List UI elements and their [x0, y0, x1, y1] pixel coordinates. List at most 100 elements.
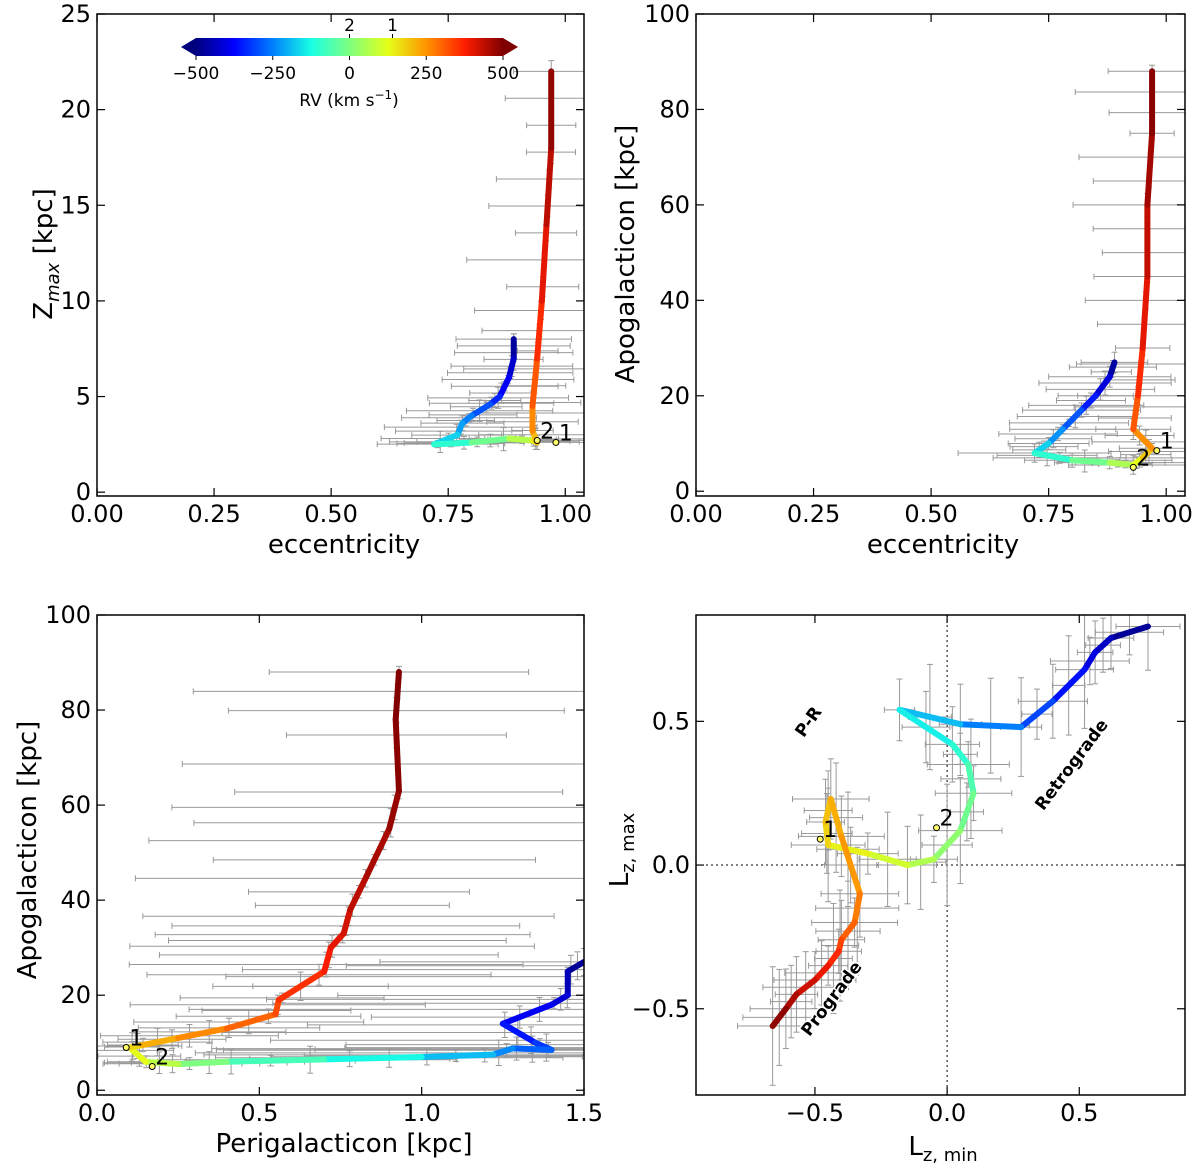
track-segment [896, 706, 956, 748]
error-bar [1078, 151, 1185, 163]
y-tick-label: 0 [675, 477, 690, 505]
track-segment [506, 435, 536, 444]
track-segment [1144, 130, 1156, 208]
track-segment [930, 827, 964, 863]
y-tick-label: 20 [60, 981, 91, 1009]
x-tick-label: −0.5 [786, 1099, 844, 1127]
plot-frame [96, 614, 585, 1096]
marker-label: 1 [129, 1026, 143, 1051]
x-tick-label: 0.00 [70, 500, 123, 528]
colorbar-tick-label: −250 [249, 64, 296, 84]
plot-frame [695, 13, 1186, 497]
colorbar-label: RV (km s−1) [299, 88, 399, 111]
track-segment [838, 833, 863, 897]
track-segment [223, 1011, 279, 1032]
y-tick-label: 10 [60, 287, 91, 315]
track-segment [543, 144, 555, 228]
track-segment [496, 374, 513, 400]
marker-label: 1 [1160, 430, 1174, 455]
track-segment [1139, 273, 1151, 352]
y-axis-label: Lz, max [605, 812, 639, 887]
track-segment [949, 741, 972, 768]
track-segment [896, 706, 964, 728]
track-segment [1092, 634, 1114, 656]
colorbar-left-arrow [181, 38, 196, 56]
track-segment [327, 930, 347, 951]
marker-label: 2 [155, 1045, 169, 1070]
region-label-prograde: Prograde [797, 958, 866, 1041]
track-segment [793, 977, 818, 998]
track-segment [142, 1058, 182, 1068]
x-tick-label: 0.50 [904, 500, 957, 528]
region-label-retrograde: Retrograde [1031, 716, 1112, 815]
track-segment [838, 919, 858, 943]
track-segment [506, 355, 517, 381]
x-tick-label: 0.25 [787, 500, 840, 528]
panel-apogalacticon-vs-perigalacticon: 12 0.0 0.5 1.0 1.5 0 20 40 60 80 100 Perigalactic… [13, 601, 603, 1159]
y-tick-label: 80 [659, 95, 690, 123]
error-bar [1074, 88, 1185, 96]
orbit-track [1031, 68, 1156, 468]
error-bars [97, 665, 584, 1075]
track-segment [1130, 426, 1156, 452]
track-segment [548, 992, 571, 1008]
track-segment [431, 439, 475, 448]
y-tick-label: 40 [659, 286, 690, 314]
colorbar-tick-label: −500 [173, 64, 220, 84]
track-segment [175, 1058, 230, 1068]
x-axis-label: eccentricity [867, 530, 1019, 560]
marker-point [1153, 447, 1161, 455]
colorbar-marker-label: 2 [344, 16, 355, 36]
track-segment [1134, 345, 1146, 399]
y-tick-label: −0.5 [632, 995, 690, 1023]
marker-point [148, 1062, 156, 1070]
x-tick-label: 1.00 [539, 500, 592, 528]
track-segment [275, 968, 328, 1003]
x-tick-label: 0.25 [187, 500, 240, 528]
y-axis-label: Zmax [kpc] [29, 188, 64, 319]
track-segment [822, 818, 832, 848]
colorbar-gradient [196, 38, 503, 56]
track-segment [340, 906, 354, 937]
track-segment [827, 795, 845, 840]
track-segment [1018, 698, 1056, 731]
track-segment [418, 1051, 497, 1060]
y-tick-label: 0.5 [652, 707, 690, 735]
track-segment [386, 787, 402, 832]
track-segment [904, 856, 937, 869]
marker-point [552, 438, 560, 446]
colorbar-marker-label: 1 [387, 16, 398, 36]
orbit-track [126, 669, 584, 1068]
y-tick-label: 0 [76, 1076, 91, 1104]
track-segment [534, 297, 545, 362]
track-segment [564, 958, 584, 975]
y-tick-label: 80 [60, 696, 91, 724]
point-markers: 21 [1129, 430, 1174, 471]
track-segment [1081, 649, 1099, 673]
x-tick-label: 1.5 [565, 1099, 603, 1127]
colorbar-tick-label: 0 [344, 64, 355, 84]
track-segment [769, 1005, 789, 1030]
marker-point [1129, 463, 1137, 471]
x-tick-label: 0.75 [1022, 500, 1075, 528]
y-axis-label: Apogalacticon [kpc] [13, 721, 43, 980]
colorbar-tick-label: 250 [410, 64, 442, 84]
track-segment [223, 1056, 328, 1065]
track-segment [1130, 392, 1141, 433]
x-tick-label: 0.50 [304, 500, 357, 528]
x-tick-label: 0.5 [240, 1099, 278, 1127]
track-segment [1059, 407, 1085, 433]
track-segment [529, 355, 541, 410]
track-segment [490, 1045, 516, 1058]
x-axis-label: Perigalacticon [kpc] [215, 1129, 472, 1159]
y-tick-label: 20 [659, 382, 690, 410]
track-segment [1092, 373, 1113, 399]
x-tick-label: 0.0 [78, 1099, 116, 1127]
track-segment [957, 721, 1025, 731]
region-label-pr: P-R [791, 703, 826, 741]
track-segment [1069, 457, 1113, 466]
panel-apogalacticon-vs-eccentricity: 21 0.00 0.25 0.50 0.75 1.00 0 20 40 60 80 100 ecce… [611, 0, 1193, 560]
